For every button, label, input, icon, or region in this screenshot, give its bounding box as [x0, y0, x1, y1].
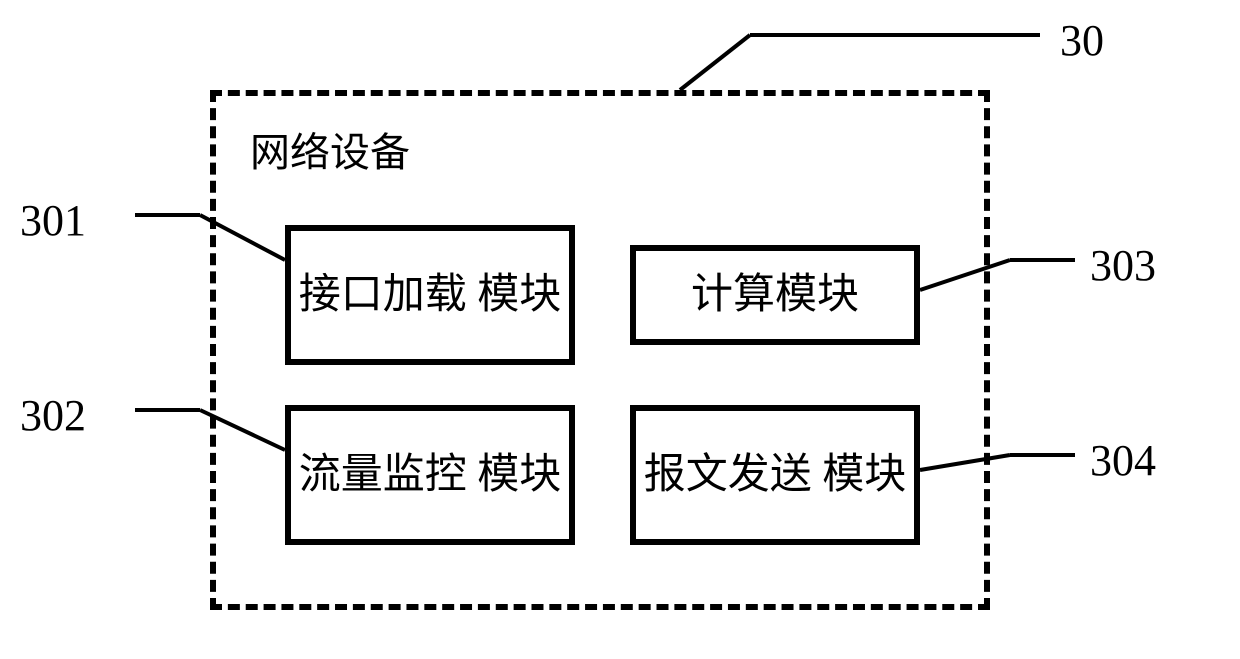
module-302-label: 流量监控 模块 — [299, 450, 562, 500]
callout-30: 30 — [1060, 15, 1104, 66]
module-304-box: 报文发送 模块 — [630, 405, 920, 545]
callout-302: 302 — [20, 390, 86, 441]
callout-304: 304 — [1090, 435, 1156, 486]
module-302-box: 流量监控 模块 — [285, 405, 575, 545]
callout-303: 303 — [1090, 240, 1156, 291]
module-303-label: 计算模块 — [691, 270, 859, 320]
module-303-box: 计算模块 — [630, 245, 920, 345]
block-diagram: 网络设备 30 接口加载 模块 301 流量监控 模块 302 计算模块 303… — [0, 0, 1240, 659]
module-301-label: 接口加载 模块 — [299, 270, 562, 320]
module-301-box: 接口加载 模块 — [285, 225, 575, 365]
container-title: 网络设备 — [250, 120, 410, 178]
callout-301: 301 — [20, 195, 86, 246]
module-304-label: 报文发送 模块 — [644, 450, 907, 500]
